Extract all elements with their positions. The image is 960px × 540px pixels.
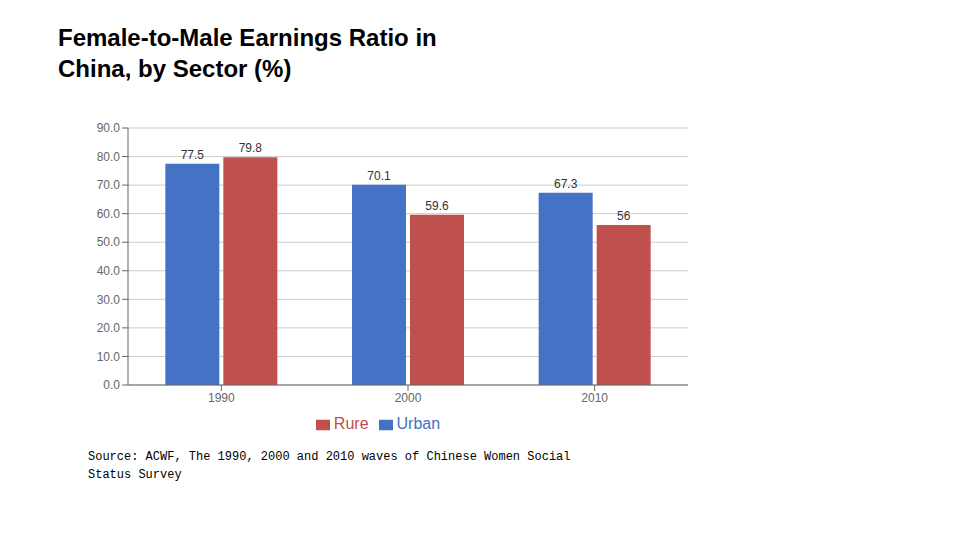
svg-text:50.0: 50.0 [97,235,121,249]
svg-text:2000: 2000 [395,391,422,405]
svg-text:40.0: 40.0 [97,264,121,278]
html-text:Source: ACWF, The 1990, 2000 a: Source: ACWF, The 1990, 2000 and 2010 wa… [88,450,571,482]
svg-text:80.0: 80.0 [97,150,121,164]
html-text:Urban: Urban [396,415,441,432]
svg-text:77.5: 77.5 [181,148,205,162]
svg-text:30.0: 30.0 [97,293,121,307]
html-text:Female-to-Male Earnings Ratio: Female-to-Male Earnings Ratio in China, … [58,24,437,83]
svg-text:0.0: 0.0 [103,378,120,392]
svg-text:79.8: 79.8 [239,141,263,155]
svg-text:20.0: 20.0 [97,321,121,335]
svg-text:56: 56 [617,209,631,223]
svg-text:67.3: 67.3 [554,177,578,191]
svg-text:60.0: 60.0 [97,207,121,221]
svg-text:90.0: 90.0 [97,121,121,135]
svg-text:1990: 1990 [208,391,235,405]
svg-text:70.1: 70.1 [367,169,391,183]
svg-text:10.0: 10.0 [97,350,121,364]
svg-text:59.6: 59.6 [425,199,449,213]
html-text:Rure: Rure [333,415,369,432]
svg-text:2010: 2010 [581,391,608,405]
svg-text:70.0: 70.0 [97,178,121,192]
